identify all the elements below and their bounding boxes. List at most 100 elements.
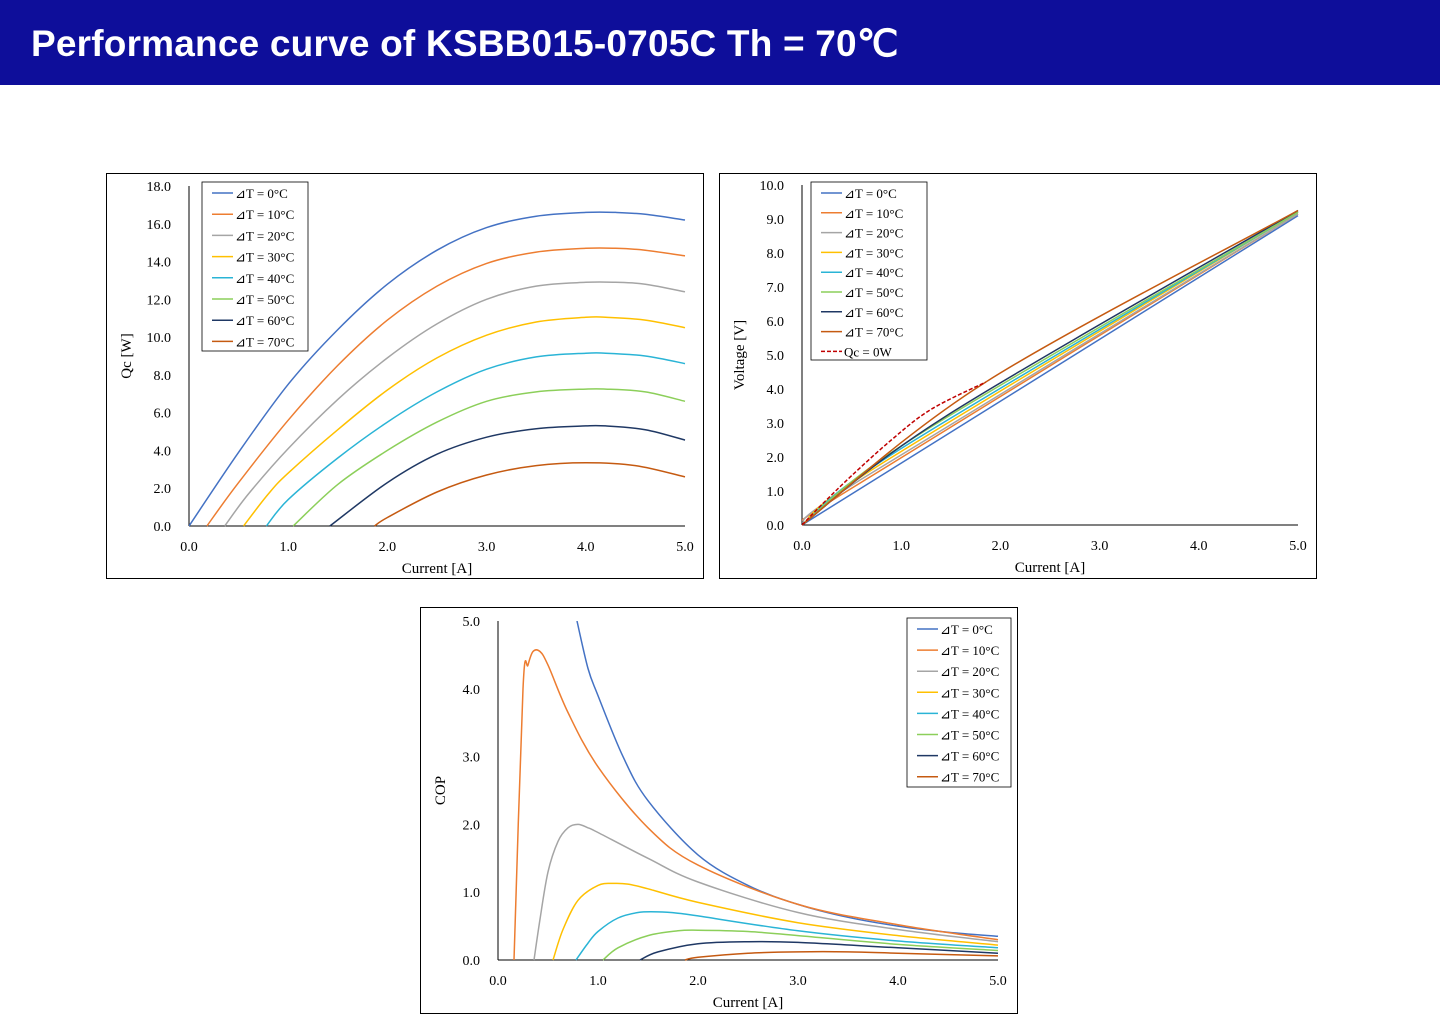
voltage-y-tick-label: 9.0 bbox=[767, 213, 785, 228]
voltage-y-tick-label: 1.0 bbox=[767, 485, 785, 500]
qc-x-tick-label: 0.0 bbox=[180, 540, 198, 555]
cop-x-tick-label: 0.0 bbox=[489, 974, 507, 989]
qc-legend-label-7: ⊿T = 70°C bbox=[235, 334, 294, 349]
qc-legend-label-4: ⊿T = 40°C bbox=[235, 271, 294, 286]
voltage-chart: 0.0 1.0 2.0 3.0 4.0 5.0 6.0 7.0 8.0 9.0 10.0 0.0 1.0… bbox=[732, 179, 1307, 576]
voltage-series-line-2 bbox=[802, 213, 1299, 526]
qc-y-tick-label: 8.0 bbox=[154, 369, 172, 384]
voltage-legend-label-1: ⊿T = 10°C bbox=[844, 206, 903, 221]
qc-y-tick-label: 4.0 bbox=[154, 444, 172, 459]
qc-series-line-6 bbox=[329, 424, 686, 527]
voltage-plot-area bbox=[802, 209, 1299, 526]
voltage-y-axis-label: Voltage [V] bbox=[732, 320, 748, 390]
cop-series-line-1 bbox=[513, 649, 999, 961]
qc-series-line-7 bbox=[374, 461, 686, 527]
cop-chart: 0.0 1.0 2.0 3.0 4.0 5.0 0.0 1.0 2.0 3.0 4.0 5.0 Curr… bbox=[433, 615, 1012, 1011]
voltage-series-line-8 bbox=[802, 381, 986, 526]
voltage-series-line-7 bbox=[802, 209, 1299, 526]
cop-legend-label-1: ⊿T = 10°C bbox=[940, 643, 999, 658]
cop-x-axis-label: Current [A] bbox=[713, 995, 783, 1011]
title-banner: Performance curve of KSBB015-0705C Th = … bbox=[0, 0, 1440, 85]
voltage-legend-label-7: ⊿T = 70°C bbox=[844, 325, 903, 340]
cop-series-line-3 bbox=[552, 882, 999, 961]
voltage-legend-label-5: ⊿T = 50°C bbox=[844, 285, 903, 300]
page-title: Performance curve of KSBB015-0705C Th = … bbox=[31, 23, 899, 64]
cop-chart-panel: 0.0 1.0 2.0 3.0 4.0 5.0 0.0 1.0 2.0 3.0 4.0 5.0 Curr… bbox=[420, 607, 1018, 1014]
cop-legend bbox=[906, 617, 1012, 788]
cop-y-tick-label: 1.0 bbox=[463, 886, 481, 901]
voltage-x-tick-label: 2.0 bbox=[992, 539, 1010, 554]
qc-series-line-1 bbox=[206, 247, 686, 527]
voltage-chart-panel: 0.0 1.0 2.0 3.0 4.0 5.0 6.0 7.0 8.0 9.0 10.0 0.0 1.0… bbox=[719, 173, 1317, 579]
qc-x-tick-label: 2.0 bbox=[379, 540, 397, 555]
voltage-y-tick-label: 4.0 bbox=[767, 383, 785, 398]
cop-series-line-2 bbox=[533, 823, 999, 961]
cop-y-tick-label: 0.0 bbox=[463, 954, 481, 969]
qc-x-tick-label: 1.0 bbox=[279, 540, 297, 555]
cop-y-tick-label: 4.0 bbox=[463, 683, 481, 698]
voltage-x-tick-label: 4.0 bbox=[1190, 539, 1208, 554]
qc-legend-label-3: ⊿T = 30°C bbox=[235, 250, 294, 265]
cop-series-line-0 bbox=[576, 621, 999, 938]
voltage-legend-label-0: ⊿T = 0°C bbox=[844, 186, 897, 201]
cop-y-tick-label: 3.0 bbox=[463, 751, 481, 766]
cop-x-tick-label: 1.0 bbox=[589, 974, 607, 989]
voltage-x-tick-label: 0.0 bbox=[793, 539, 811, 554]
cop-y-tick-label: 2.0 bbox=[463, 818, 481, 833]
voltage-y-tick-label: 8.0 bbox=[767, 247, 785, 262]
qc-x-tick-label: 4.0 bbox=[577, 540, 595, 555]
qc-y-axis-label: Qc [W] bbox=[119, 333, 135, 378]
voltage-y-tick-label: 0.0 bbox=[767, 519, 785, 534]
qc-legend-label-6: ⊿T = 60°C bbox=[235, 313, 294, 328]
voltage-legend-label-6: ⊿T = 60°C bbox=[844, 305, 903, 320]
voltage-series-line-0 bbox=[802, 214, 1299, 526]
qc-y-tick-label: 14.0 bbox=[147, 256, 172, 271]
qc-chart: 0.0 2.0 4.0 6.0 8.0 10.0 12.0 14.0 16.0 18.0 0.0 1.… bbox=[119, 180, 694, 577]
cop-x-tick-label: 5.0 bbox=[989, 974, 1007, 989]
cop-y-tick-label: 5.0 bbox=[463, 615, 481, 630]
voltage-y-tick-label: 3.0 bbox=[767, 417, 785, 432]
qc-series-line-2 bbox=[224, 281, 686, 527]
cop-y-axis-label: COP bbox=[433, 776, 449, 805]
qc-legend-label-5: ⊿T = 50°C bbox=[235, 292, 294, 307]
qc-x-tick-label: 5.0 bbox=[676, 540, 694, 555]
voltage-x-tick-label: 3.0 bbox=[1091, 539, 1109, 554]
qc-x-axis-label: Current [A] bbox=[402, 561, 472, 577]
cop-legend-label-5: ⊿T = 50°C bbox=[940, 728, 999, 743]
voltage-legend-label-8: Qc = 0W bbox=[844, 344, 892, 359]
cop-legend-label-3: ⊿T = 30°C bbox=[940, 685, 999, 700]
qc-chart-panel: 0.0 2.0 4.0 6.0 8.0 10.0 12.0 14.0 16.0 18.0 0.0 1.… bbox=[106, 173, 704, 579]
voltage-legend-label-3: ⊿T = 30°C bbox=[844, 245, 903, 260]
voltage-x-tick-label: 5.0 bbox=[1289, 539, 1307, 554]
qc-y-tick-label: 16.0 bbox=[147, 218, 172, 233]
qc-y-tick-label: 18.0 bbox=[147, 180, 172, 195]
cop-legend-label-0: ⊿T = 0°C bbox=[940, 622, 993, 637]
cop-x-tick-label: 2.0 bbox=[689, 974, 707, 989]
qc-x-tick-label: 3.0 bbox=[478, 540, 496, 555]
qc-y-tick-label: 6.0 bbox=[154, 407, 172, 422]
cop-legend-label-2: ⊿T = 20°C bbox=[940, 664, 999, 679]
cop-series-line-5 bbox=[602, 929, 999, 961]
qc-series-line-3 bbox=[243, 316, 686, 527]
voltage-legend bbox=[810, 181, 928, 361]
cop-series-line-6 bbox=[639, 940, 999, 961]
voltage-legend-label-2: ⊿T = 20°C bbox=[844, 226, 903, 241]
qc-y-tick-label: 2.0 bbox=[154, 482, 172, 497]
cop-x-tick-label: 3.0 bbox=[789, 974, 807, 989]
voltage-legend-label-4: ⊿T = 40°C bbox=[844, 265, 903, 280]
cop-legend-label-6: ⊿T = 60°C bbox=[940, 749, 999, 764]
qc-y-tick-label: 0.0 bbox=[154, 520, 172, 535]
voltage-y-tick-label: 7.0 bbox=[767, 281, 785, 296]
voltage-y-tick-label: 5.0 bbox=[767, 349, 785, 364]
qc-plot-area bbox=[189, 211, 686, 527]
qc-y-tick-label: 12.0 bbox=[147, 293, 172, 308]
voltage-x-axis-label: Current [A] bbox=[1015, 560, 1085, 576]
voltage-x-tick-label: 1.0 bbox=[892, 539, 910, 554]
voltage-y-tick-label: 6.0 bbox=[767, 315, 785, 330]
qc-legend-label-2: ⊿T = 20°C bbox=[235, 228, 294, 243]
qc-legend-label-1: ⊿T = 10°C bbox=[235, 207, 294, 222]
qc-series-line-4 bbox=[265, 352, 686, 527]
qc-legend bbox=[201, 181, 309, 352]
cop-legend-label-7: ⊿T = 70°C bbox=[940, 770, 999, 785]
cop-series-line-7 bbox=[684, 950, 999, 961]
